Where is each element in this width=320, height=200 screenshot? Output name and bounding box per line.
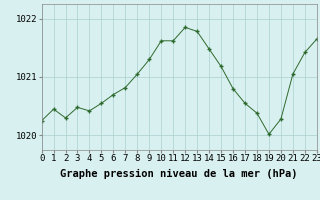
X-axis label: Graphe pression niveau de la mer (hPa): Graphe pression niveau de la mer (hPa) (60, 169, 298, 179)
